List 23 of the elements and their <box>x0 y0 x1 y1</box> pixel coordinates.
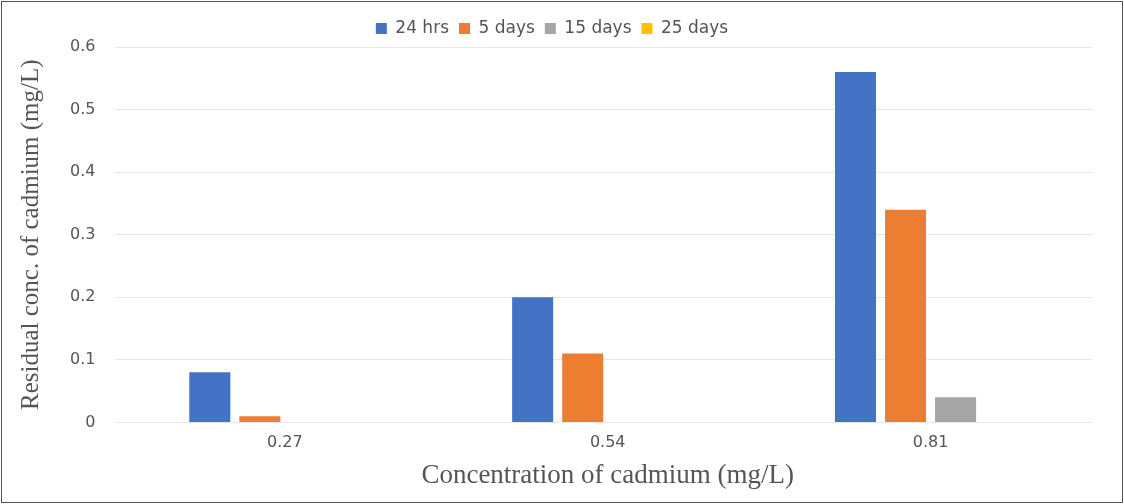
y-tick-label: 0.6 <box>69 36 96 56</box>
y-tick-label: 0.1 <box>69 348 96 368</box>
bar <box>562 353 604 422</box>
y-tick-label: 0.2 <box>69 286 96 306</box>
bar <box>935 397 977 422</box>
bar <box>239 416 281 422</box>
legend-label: 25 days <box>661 16 729 37</box>
x-axis-title: Concentration of cadmium (mg/L) <box>421 458 795 489</box>
y-tick-label: 0.4 <box>69 161 96 181</box>
legend-label: 24 hrs <box>395 16 450 37</box>
x-tick-label: 0.54 <box>589 432 626 452</box>
bar <box>885 209 927 422</box>
x-tick-label: 0.27 <box>267 432 303 452</box>
legend-label: 5 days <box>478 16 535 37</box>
y-tick-label: 0.3 <box>69 223 96 243</box>
bar <box>834 72 877 422</box>
y-tick-label: 0.5 <box>69 98 96 118</box>
bar <box>189 372 231 422</box>
bar <box>512 297 554 422</box>
legend-label: 15 days <box>564 16 632 37</box>
y-tick-label: 0 <box>85 411 96 431</box>
x-tick-label: 0.81 <box>912 432 949 452</box>
y-axis-title: Residual conc. of cadmium (mg/L) <box>15 59 44 410</box>
